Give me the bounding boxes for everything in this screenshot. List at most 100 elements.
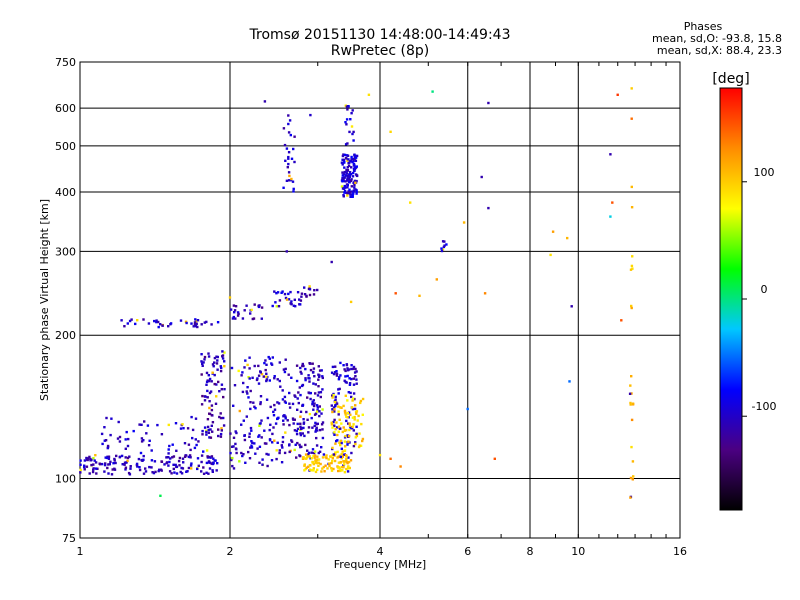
data-point xyxy=(313,402,316,405)
data-point xyxy=(350,190,354,193)
data-point xyxy=(88,472,91,475)
data-point xyxy=(121,463,124,466)
data-point xyxy=(299,415,302,418)
data-point xyxy=(346,108,349,111)
data-point xyxy=(250,444,253,447)
data-point xyxy=(275,457,278,461)
data-point xyxy=(155,320,158,324)
data-point xyxy=(345,467,348,471)
data-point xyxy=(108,463,111,466)
data-point xyxy=(631,267,634,270)
data-point xyxy=(321,376,324,380)
data-point xyxy=(243,434,246,437)
data-point xyxy=(350,451,353,455)
data-point xyxy=(280,291,283,294)
data-point xyxy=(346,166,349,169)
data-point xyxy=(330,421,333,424)
data-point xyxy=(265,375,268,378)
data-point xyxy=(282,419,285,422)
data-point xyxy=(334,395,337,399)
data-point xyxy=(346,186,349,189)
data-point xyxy=(337,430,340,433)
data-point xyxy=(263,442,267,445)
data-point xyxy=(220,427,223,430)
data-point xyxy=(291,180,295,183)
data-point xyxy=(205,383,208,386)
data-point xyxy=(205,449,209,452)
data-point xyxy=(284,159,287,162)
data-point xyxy=(219,416,223,420)
data-point xyxy=(333,424,336,428)
data-point xyxy=(228,296,232,299)
data-point xyxy=(317,458,321,461)
data-point xyxy=(106,466,109,470)
data-point xyxy=(140,423,143,426)
data-point xyxy=(301,404,304,407)
data-point xyxy=(331,394,334,397)
data-point xyxy=(167,325,170,328)
data-point xyxy=(89,457,92,461)
data-point xyxy=(331,454,334,457)
data-point xyxy=(259,371,262,374)
data-point xyxy=(629,268,633,271)
data-point xyxy=(208,406,211,410)
y-tick-label: 100 xyxy=(55,473,76,486)
data-point xyxy=(190,462,193,465)
data-point xyxy=(310,457,313,460)
data-point xyxy=(343,166,346,169)
data-point xyxy=(330,461,333,465)
data-point xyxy=(232,436,236,439)
data-point xyxy=(196,319,200,322)
data-point xyxy=(307,374,310,377)
data-point xyxy=(169,457,172,460)
data-point xyxy=(259,395,263,398)
data-point xyxy=(292,187,295,191)
data-point xyxy=(630,87,633,90)
data-point xyxy=(351,416,355,419)
data-point xyxy=(266,416,270,420)
data-point xyxy=(354,436,357,439)
data-point xyxy=(213,356,217,360)
data-point xyxy=(272,426,275,429)
data-point xyxy=(259,401,262,404)
data-point xyxy=(271,432,274,436)
data-point xyxy=(85,456,88,460)
data-point xyxy=(209,390,213,393)
data-point xyxy=(281,436,285,439)
data-point xyxy=(347,391,350,394)
data-point xyxy=(206,389,209,393)
data-point xyxy=(293,418,296,421)
data-point xyxy=(333,371,337,374)
data-point xyxy=(140,440,144,443)
data-point xyxy=(190,467,193,470)
data-point xyxy=(348,175,352,178)
data-point xyxy=(290,303,293,306)
data-point xyxy=(344,143,348,146)
data-point xyxy=(189,456,192,459)
data-point xyxy=(313,456,316,459)
data-point xyxy=(293,394,296,397)
data-point xyxy=(260,317,263,320)
data-point xyxy=(129,467,132,470)
data-point xyxy=(170,472,173,475)
data-point xyxy=(276,401,279,404)
data-point xyxy=(394,292,397,295)
data-point xyxy=(343,189,347,193)
data-point xyxy=(295,364,299,367)
data-point xyxy=(196,467,199,471)
data-point xyxy=(321,421,325,424)
data-point xyxy=(350,125,354,128)
data-point xyxy=(346,154,350,157)
data-point xyxy=(354,188,357,191)
data-point xyxy=(344,394,347,397)
data-point xyxy=(236,314,240,317)
data-point xyxy=(203,321,206,324)
data-point xyxy=(284,401,287,404)
data-point xyxy=(212,457,215,460)
data-point xyxy=(207,352,210,355)
data-point xyxy=(205,371,209,375)
data-point xyxy=(628,392,632,395)
data-point xyxy=(630,445,633,449)
data-point xyxy=(345,457,348,461)
data-point xyxy=(248,356,251,359)
